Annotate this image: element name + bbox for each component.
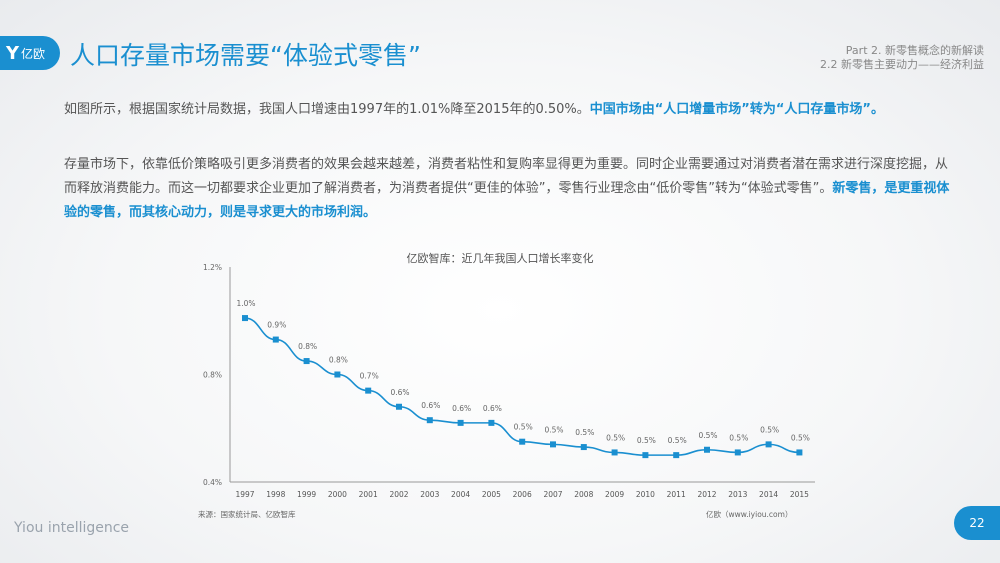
data-label: 0.6% [483, 404, 502, 413]
data-point [704, 446, 710, 453]
part-line-1: Part 2. 新零售概念的新解读 [845, 44, 984, 57]
data-point [488, 419, 495, 426]
y-tick-label: 1.2% [203, 263, 222, 272]
section-info: Part 2. 新零售概念的新解读 2.2 新零售主要动力——经济利益 [820, 44, 984, 72]
data-label: 0.5% [729, 433, 748, 442]
data-label: 0.5% [698, 431, 717, 440]
data-label: 0.6% [390, 388, 409, 397]
data-point [365, 387, 372, 394]
x-tick-label: 2012 [697, 490, 716, 499]
data-label: 0.6% [452, 404, 471, 413]
x-tick-label: 2010 [636, 490, 655, 499]
data-point [519, 438, 526, 445]
source-note: 来源：国家统计局、亿欧智库 [198, 510, 296, 519]
data-label: 0.8% [298, 342, 317, 351]
data-label: 0.5% [668, 436, 687, 445]
data-point [642, 452, 649, 459]
site-note: 亿欧（www.iyiou.com） [706, 510, 793, 519]
chart-title: 亿欧智库：近几年我国人口增长率变化 [406, 252, 594, 265]
data-point [796, 449, 803, 456]
x-tick-label: 2000 [328, 490, 347, 499]
data-point [457, 419, 464, 426]
x-tick-label: 2004 [451, 490, 470, 499]
x-tick-label: 2008 [574, 490, 593, 499]
x-tick-label: 2003 [420, 490, 439, 499]
x-tick-label: 2002 [389, 490, 408, 499]
data-point [303, 358, 310, 365]
page-number: 22 [954, 506, 1000, 540]
data-label: 0.5% [544, 425, 563, 434]
data-point [396, 403, 402, 410]
page-title: 人口存量市场需要“体验式零售” [70, 41, 421, 70]
x-tick-label: 1999 [297, 490, 316, 499]
data-point [580, 444, 587, 451]
x-tick-label: 2009 [605, 490, 624, 499]
logo-text: 亿欧 [21, 46, 46, 61]
logo: Y 亿欧 [0, 36, 60, 70]
brand-footer: Yiou intelligence [14, 520, 130, 536]
data-label: 0.6% [421, 401, 440, 410]
data-point [272, 336, 279, 343]
x-tick-label: 2011 [667, 490, 686, 499]
x-tick-label: 2001 [359, 490, 378, 499]
paragraph-1-highlight: 中国市场由“人口增量市场”转为“人口存量市场”。 [589, 102, 884, 117]
paragraph-1-text: 如图所示，根据国家统计局数据，我国人口增速由1997年的1.01%降至2015年… [64, 102, 590, 117]
data-point [334, 371, 341, 378]
data-point [550, 441, 556, 448]
data-label: 0.5% [575, 428, 594, 437]
x-tick-label: 1998 [266, 490, 285, 499]
data-point [673, 452, 680, 459]
x-tick-label: 2005 [482, 490, 501, 499]
data-label: 0.5% [514, 423, 533, 432]
x-tick-label: 2015 [790, 490, 809, 499]
data-label: 0.7% [360, 372, 379, 381]
x-tick-label: 1997 [235, 490, 254, 499]
data-label: 0.9% [267, 321, 286, 330]
x-tick-label: 2006 [513, 490, 532, 499]
data-point [765, 441, 772, 448]
paragraph-2-highlight: 新零售，是更重视体验的零售，而其核心动力，则是寻求更大的市场利润。 [64, 181, 950, 220]
y-tick-label: 0.8% [203, 371, 222, 380]
data-label: 1.0% [236, 299, 255, 308]
data-label: 0.5% [791, 433, 810, 442]
paragraph-1: 如图所示，根据国家统计局数据，我国人口增速由1997年的1.01%降至2015年… [64, 98, 954, 122]
data-point [611, 449, 618, 456]
paragraph-2: 存量市场下，依靠低价策略吸引更多消费者的效果会越来越差，消费者粘性和复购率显得更… [64, 153, 954, 225]
data-label: 0.5% [606, 433, 625, 442]
data-label: 0.5% [760, 425, 779, 434]
paragraph-2-text: 存量市场下，依靠低价策略吸引更多消费者的效果会越来越差，消费者粘性和复购率显得更… [64, 157, 949, 196]
logo-mark-icon: Y [6, 42, 20, 64]
data-label: 0.5% [637, 436, 656, 445]
y-tick-label: 0.4% [203, 478, 222, 487]
data-point [426, 417, 433, 424]
data-point [734, 449, 741, 456]
data-label: 0.8% [329, 356, 348, 365]
x-tick-label: 2013 [728, 490, 747, 499]
part-line-2: 2.2 新零售主要动力——经济利益 [820, 58, 984, 71]
x-tick-label: 2014 [759, 490, 778, 499]
data-point [242, 315, 248, 322]
x-tick-label: 2007 [543, 490, 562, 499]
